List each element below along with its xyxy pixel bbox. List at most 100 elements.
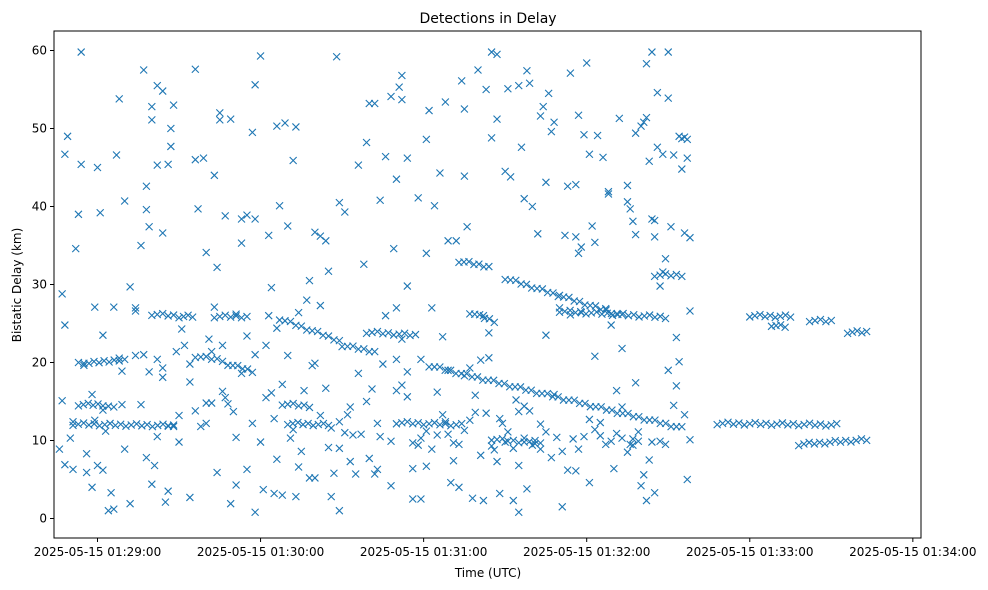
- data-point: [575, 297, 584, 306]
- data-point: [474, 66, 482, 74]
- data-point: [476, 451, 485, 460]
- data-point: [810, 440, 819, 448]
- data-point: [251, 508, 260, 517]
- data-point: [471, 408, 480, 417]
- data-point: [651, 416, 659, 425]
- data-point: [159, 420, 167, 429]
- data-point: [664, 94, 673, 102]
- data-point: [387, 481, 395, 490]
- data-point: [629, 435, 637, 443]
- data-point: [77, 48, 86, 56]
- data-point: [202, 399, 211, 407]
- data-point: [172, 347, 181, 356]
- data-point: [433, 388, 442, 397]
- data-point: [425, 106, 433, 115]
- data-point: [484, 262, 493, 271]
- data-point: [202, 248, 211, 257]
- data-point: [853, 326, 862, 335]
- data-point: [590, 425, 599, 434]
- data-point: [574, 445, 583, 453]
- data-point: [831, 436, 840, 445]
- data-point: [158, 364, 167, 372]
- data-point: [631, 129, 640, 138]
- data-point: [446, 366, 455, 375]
- data-point: [237, 369, 246, 378]
- data-point: [153, 161, 162, 170]
- data-point: [397, 71, 406, 80]
- data-point: [213, 468, 221, 477]
- data-point: [658, 150, 667, 159]
- data-point: [762, 419, 770, 428]
- data-point: [826, 438, 834, 447]
- data-point: [430, 201, 439, 210]
- data-point: [645, 311, 654, 319]
- data-point: [262, 393, 270, 402]
- data-point: [525, 437, 534, 446]
- data-point: [186, 360, 194, 368]
- data-point: [248, 128, 257, 137]
- data-point: [857, 434, 866, 443]
- data-point: [623, 181, 632, 190]
- data-point: [340, 428, 349, 437]
- data-point: [362, 138, 371, 147]
- x-tick-label: 2025-05-15 01:34:00: [849, 545, 976, 559]
- data-point: [479, 496, 488, 505]
- data-point: [137, 241, 145, 250]
- data-point: [411, 330, 420, 339]
- data-point: [538, 285, 547, 293]
- data-point: [147, 102, 156, 111]
- data-point: [650, 216, 659, 225]
- data-point: [637, 122, 645, 131]
- data-point: [514, 508, 523, 517]
- data-point: [126, 499, 134, 508]
- data-point: [229, 407, 238, 416]
- y-tick-label: 0: [39, 512, 47, 526]
- data-point: [781, 311, 790, 320]
- data-point: [88, 483, 96, 492]
- data-point: [631, 230, 640, 239]
- data-point: [340, 208, 349, 216]
- data-point: [300, 386, 308, 395]
- data-point: [389, 244, 398, 253]
- data-point: [327, 492, 336, 501]
- data-point: [623, 448, 632, 457]
- data-point: [686, 233, 694, 242]
- data-point: [427, 304, 436, 312]
- data-point: [607, 321, 616, 329]
- data-point: [191, 406, 200, 415]
- data-point: [490, 445, 499, 454]
- data-point: [805, 419, 814, 428]
- x-tick-label: 2025-05-15 01:32:00: [523, 545, 650, 559]
- data-point: [158, 373, 167, 382]
- data-point: [449, 456, 458, 465]
- data-point: [69, 417, 77, 426]
- data-point: [90, 303, 99, 312]
- data-point: [264, 231, 273, 240]
- data-point: [131, 351, 140, 360]
- data-point: [460, 172, 469, 180]
- data-point: [495, 489, 504, 498]
- data-point: [169, 101, 178, 109]
- data-point: [498, 419, 507, 428]
- data-point: [422, 135, 431, 144]
- data-point: [493, 457, 501, 466]
- data-point: [143, 420, 152, 429]
- data-point: [604, 190, 613, 198]
- data-point: [626, 440, 635, 449]
- data-point: [615, 114, 624, 123]
- data-point: [126, 282, 134, 291]
- data-point: [395, 83, 404, 92]
- data-point: [237, 215, 246, 223]
- data-point: [827, 316, 836, 325]
- data-point: [305, 403, 314, 412]
- data-point: [118, 367, 126, 375]
- data-point: [642, 496, 651, 505]
- x-axis-ticks: 2025-05-15 01:29:00 2025-05-15 01:30:00 20…: [34, 538, 977, 559]
- data-point: [63, 132, 72, 141]
- y-tick-label: 20: [32, 356, 47, 370]
- data-point: [335, 444, 344, 453]
- data-point: [213, 354, 221, 363]
- data-point: [115, 94, 124, 103]
- data-point: [444, 430, 452, 439]
- data-point: [455, 440, 463, 449]
